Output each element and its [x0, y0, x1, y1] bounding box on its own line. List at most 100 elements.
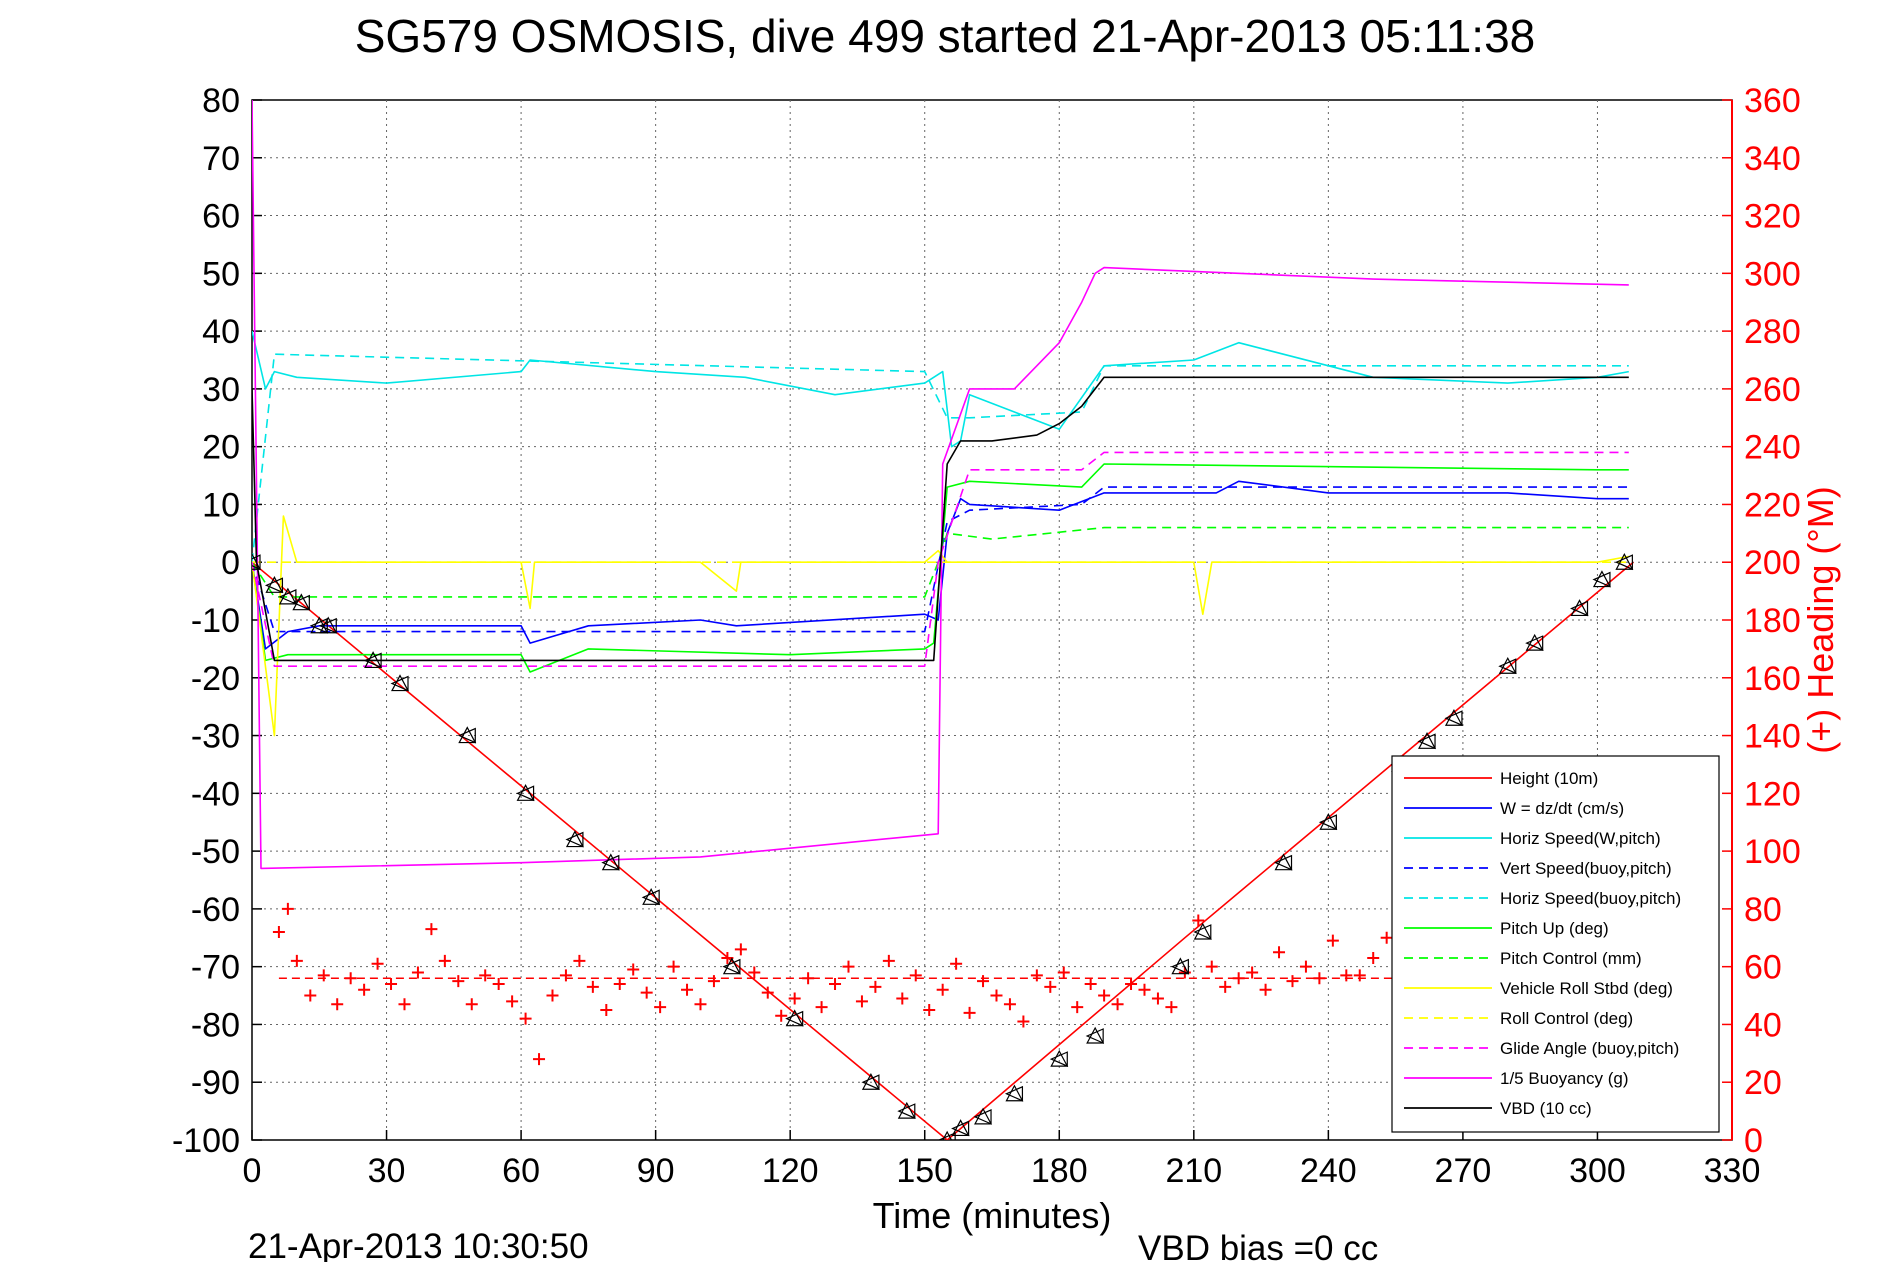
x-axis-label: Time (minutes) [873, 1195, 1112, 1236]
y2-tick-label: 220 [1744, 486, 1801, 524]
heading-point [761, 986, 774, 999]
y2-tick-label: 100 [1744, 833, 1801, 871]
footer-vbd-bias: VBD bias =0 cc [1138, 1229, 1378, 1262]
heading-point [506, 995, 519, 1008]
y2-tick-label: 60 [1744, 949, 1782, 987]
marker-triangle [310, 616, 329, 634]
series-line [252, 480, 1629, 650]
heading-point [694, 998, 707, 1011]
heading-point [842, 960, 855, 973]
marker-triangle [1592, 570, 1611, 588]
heading-point [748, 966, 761, 979]
y2-tick-label: 240 [1744, 429, 1801, 467]
heading-point [290, 954, 303, 967]
marker-triangle [516, 784, 535, 801]
marker-triangle [319, 616, 338, 634]
heading-point [344, 972, 357, 985]
marker-triangle [252, 554, 261, 571]
y2-tick-label: 40 [1744, 1006, 1782, 1044]
heading-point [936, 983, 949, 996]
x-tick-label: 240 [1300, 1152, 1357, 1190]
heading-point [1030, 969, 1043, 982]
heading-point [411, 966, 424, 979]
y-tick-label: -10 [191, 602, 240, 640]
x-tick-label: 210 [1165, 1152, 1222, 1190]
y2-tick-label: 140 [1744, 718, 1801, 756]
heading-point [546, 989, 559, 1002]
legend: Height (10m) W = dz/dt (cm/s) Horiz Speed(… [1391, 755, 1720, 1133]
heading-point [1259, 983, 1272, 996]
heading-point [1286, 975, 1299, 988]
y-tick-label: 20 [202, 429, 240, 467]
y2-tick-label: 20 [1744, 1064, 1782, 1102]
heading-point [1313, 972, 1326, 985]
marker-triangle [1085, 1028, 1104, 1044]
y2-tick-label: 160 [1744, 660, 1801, 698]
heading-point [882, 954, 895, 967]
heading-point [654, 1001, 667, 1014]
y-tick-label: 50 [202, 255, 240, 293]
heading-point [1246, 966, 1259, 979]
legend-label: Horiz Speed(buoy,pitch) [1500, 889, 1681, 908]
x-tick-label: 90 [637, 1152, 675, 1190]
heading-point [775, 1009, 788, 1022]
y-tick-label: -40 [191, 775, 240, 813]
marker-triangle [278, 587, 297, 605]
legend-label: Pitch Up (deg) [1500, 919, 1609, 938]
marker-triangle [1171, 957, 1190, 975]
y2-tick-label: 280 [1744, 313, 1801, 351]
marker-triangle [973, 1108, 992, 1125]
marker-triangle [1005, 1084, 1024, 1102]
marker-triangle [252, 552, 261, 570]
marker-triangle [516, 785, 535, 802]
marker-triangle [1570, 600, 1589, 617]
heading-point [734, 943, 747, 956]
marker-triangle [565, 831, 584, 848]
marker-triangle [1193, 924, 1212, 940]
heading-point [1219, 980, 1232, 993]
y-tick-label: -30 [191, 718, 240, 756]
legend-label: Pitch Control (mm) [1500, 949, 1642, 968]
marker-triangle [1004, 1085, 1024, 1102]
y2-tick-label: 360 [1744, 82, 1801, 120]
x-tick-label: 60 [502, 1152, 540, 1190]
marker-triangle [1049, 1051, 1068, 1068]
marker-triangle [278, 588, 297, 605]
heading-point [479, 969, 492, 982]
series-line [252, 100, 1629, 870]
marker-triangle [601, 854, 620, 871]
marker-triangle [861, 1074, 880, 1091]
heading-point [281, 902, 294, 915]
marker-triangle [722, 958, 741, 975]
heading-point [977, 975, 990, 988]
heading-point [923, 1004, 936, 1016]
heading-point [896, 992, 909, 1005]
heading-point [1273, 946, 1286, 959]
heading-point [573, 954, 586, 967]
heading-point [829, 978, 842, 990]
heading-point [1071, 1001, 1084, 1014]
y-tick-label: -70 [191, 949, 240, 987]
heading-point [1232, 972, 1245, 985]
plot-area [252, 100, 1634, 1140]
heading-point [1165, 1001, 1178, 1014]
chart-title: SG579 OSMOSIS, dive 499 started 21-Apr-2… [355, 10, 1536, 62]
series-line [252, 353, 1629, 563]
marker-triangle [951, 1119, 970, 1137]
heading-point [869, 980, 882, 993]
legend-label: Height (10m) [1500, 769, 1598, 788]
marker-triangle [1050, 1049, 1069, 1067]
marker-triangle [458, 726, 477, 744]
marker-triangle [265, 576, 284, 593]
y2-tick-label: 260 [1744, 371, 1801, 409]
marker-triangle [264, 577, 284, 594]
heading-point [586, 980, 599, 993]
y-tick-label: 70 [202, 140, 240, 178]
marker-triangle [722, 957, 741, 975]
y-tick-label: 60 [202, 198, 240, 236]
y2-tick-label: 80 [1744, 891, 1782, 929]
y2-tick-label: 320 [1744, 198, 1801, 236]
marker-triangle [1592, 571, 1611, 588]
heading-point [1192, 914, 1205, 927]
